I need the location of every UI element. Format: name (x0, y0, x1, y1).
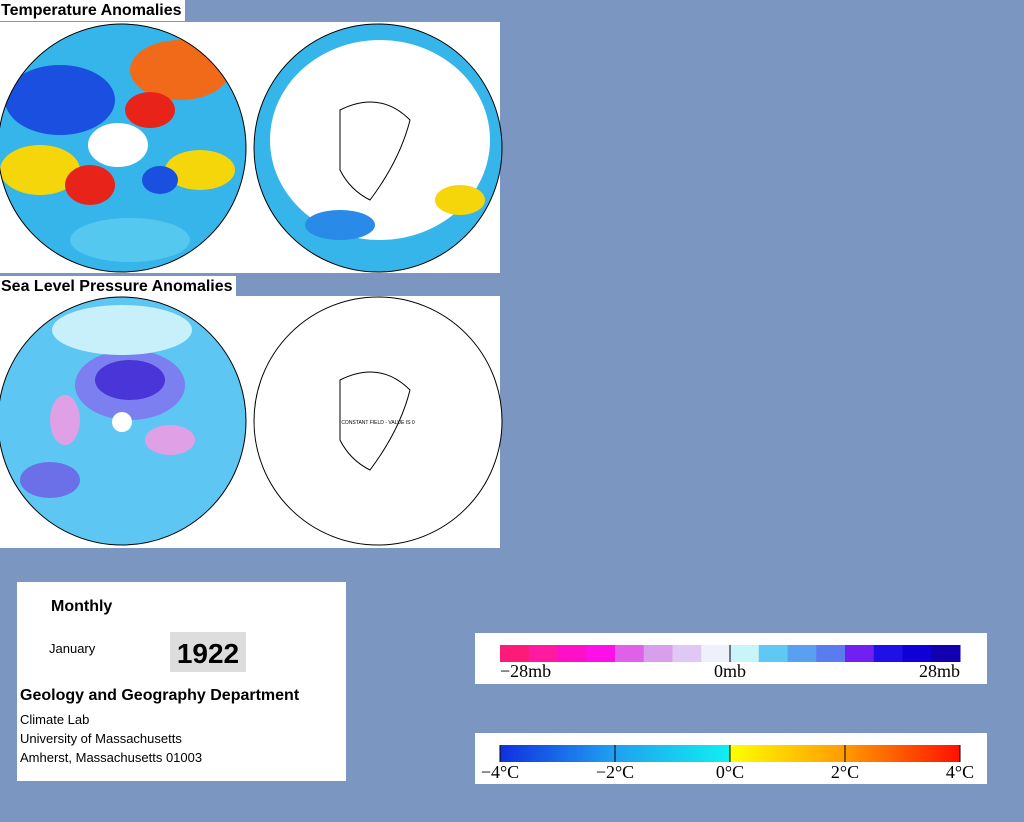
info-box: Monthly January 1922 Geology and Geograp… (17, 582, 346, 781)
legend-label: 4°C (946, 762, 974, 782)
period: Monthly (51, 598, 113, 615)
color-swatch (902, 645, 932, 662)
color-swatch (528, 645, 558, 662)
legend-label: −2°C (596, 762, 634, 782)
color-swatch (787, 645, 817, 662)
month: January (49, 641, 96, 656)
color-swatch (816, 645, 846, 662)
color-swatch (730, 645, 760, 662)
info-line: Climate Lab (20, 712, 90, 727)
map-note: CONSTANT FIELD - VALUE IS 0 (341, 420, 415, 426)
globe (0, 24, 246, 272)
legend-label: 2°C (831, 762, 859, 782)
color-swatch (586, 645, 616, 662)
color-swatch (758, 645, 788, 662)
info-line: University of Massachusetts (20, 731, 182, 746)
legend-label: 28mb (919, 661, 960, 681)
info-line: Amherst, Massachusetts 01003 (20, 750, 203, 765)
year: 1922 (170, 632, 246, 672)
color-swatch (873, 645, 903, 662)
colorbar: −4°C −2°C 0°C 2°C 4°C (481, 745, 974, 782)
color-swatch (557, 645, 587, 662)
globe (254, 24, 502, 272)
globe (0, 297, 246, 545)
legend-label: 0mb (714, 661, 746, 681)
pressure-legend: −28mb 0mb 28mb (475, 633, 987, 684)
legend-label: 0°C (716, 762, 744, 782)
globe (253, 296, 503, 546)
color-swatch (615, 645, 645, 662)
legend-label: −28mb (500, 661, 551, 681)
color-swatch (672, 645, 702, 662)
color-swatch (500, 645, 530, 662)
colorbar: −28mb 0mb 28mb (500, 645, 961, 681)
color-swatch (845, 645, 875, 662)
color-swatch (701, 645, 731, 662)
department: Geology and Geography Department (20, 687, 300, 704)
legend-label: −4°C (481, 762, 519, 782)
panel-title: Sea Level Pressure Anomalies (0, 276, 236, 297)
color-swatch (643, 645, 673, 662)
temperature-legend: −4°C −2°C 0°C 2°C 4°C (475, 733, 987, 784)
panel-title: Temperature Anomalies (0, 0, 185, 21)
color-swatch (931, 645, 961, 662)
